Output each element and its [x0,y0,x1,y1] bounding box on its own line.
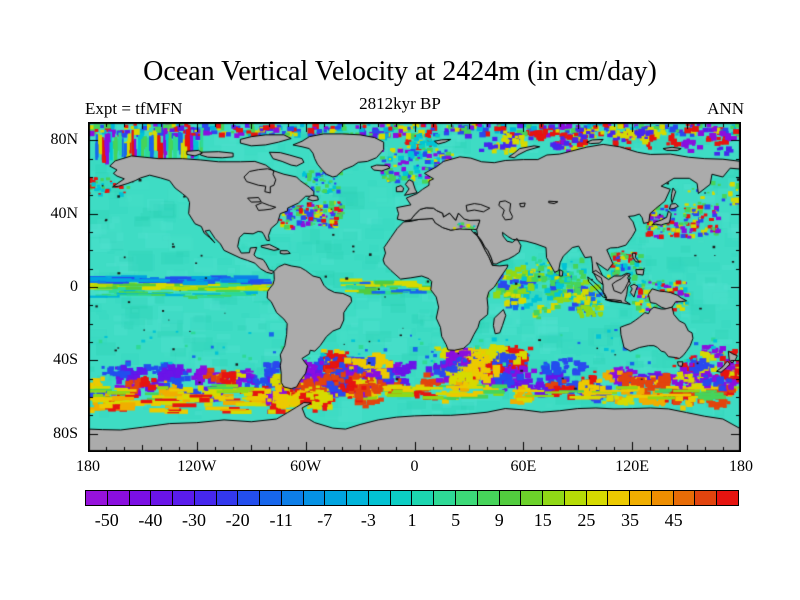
colorbar-cell [107,491,130,505]
colorbar-label: 25 [577,510,596,530]
y-tick-label: 80N [50,131,78,149]
colorbar-cell [173,491,195,505]
colorbar-cell [456,491,478,505]
colorbar-cell [695,491,718,505]
colorbar-label: -7 [317,510,333,530]
colorbar-cell [129,491,152,505]
colorbar-label: -30 [182,510,206,530]
x-tick-label: 120W [177,458,217,475]
colorbar-cell [390,491,413,505]
colorbar-cell [368,491,391,505]
colorbar-cell [347,491,369,505]
colorbar-label: -11 [269,510,293,530]
x-tick-label: 180 [729,458,753,475]
experiment-label: Expt = tfMFN [85,99,183,118]
map-canvas [88,122,741,452]
colorbar-label: 15 [533,510,552,530]
colorbar-label: 5 [451,510,461,530]
colorbar-label: 35 [621,510,639,530]
season-label: ANN [707,99,744,118]
colorbar-cell [86,491,108,505]
colorbar-cell [281,491,304,505]
colorbar-label: -3 [360,510,376,530]
colorbar-cell [543,491,565,505]
colorbar-label: 45 [664,510,683,530]
colorbar-cell [238,491,261,505]
y-tick-label: 80S [53,424,78,442]
colorbar-cell [325,491,348,505]
colorbar-cell [303,491,326,505]
colorbar-label: -20 [225,510,250,530]
colorbar-cell [586,491,609,505]
colorbar-cell [499,491,522,505]
colorbar-cell [651,491,674,505]
colorbar-cell [630,491,652,505]
chart-title: Ocean Vertical Velocity at 2424m (in cm/… [143,56,657,87]
chart-subtitle: 2812kyr BP [359,94,441,113]
colorbar-cell [260,491,282,505]
x-tick-label: 0 [410,458,419,475]
colorbar-cell [412,491,435,505]
colorbar [85,490,739,506]
colorbar-label: -40 [138,510,163,530]
colorbar-cell [151,491,174,505]
colorbar-cell [521,491,544,505]
colorbar-cell [564,491,587,505]
colorbar-cell [434,491,457,505]
colorbar-cell [673,491,696,505]
colorbar-label: -50 [94,510,119,530]
y-tick-label: 0 [70,278,78,295]
colorbar-cell [216,491,239,505]
y-tick-label: 40N [50,204,78,222]
x-tick-label: 60E [510,458,537,475]
colorbar-cell [608,491,631,505]
x-tick-label: 60W [290,458,322,475]
y-tick-label: 40S [53,351,78,369]
colorbar-label: 1 [407,510,417,530]
x-tick-label: 120E [615,458,650,475]
x-tick-label: 180 [76,458,100,475]
colorbar-label: 9 [494,510,504,530]
colorbar-cell [717,491,738,505]
colorbar-cell [194,491,217,505]
colorbar-cell [477,491,500,505]
